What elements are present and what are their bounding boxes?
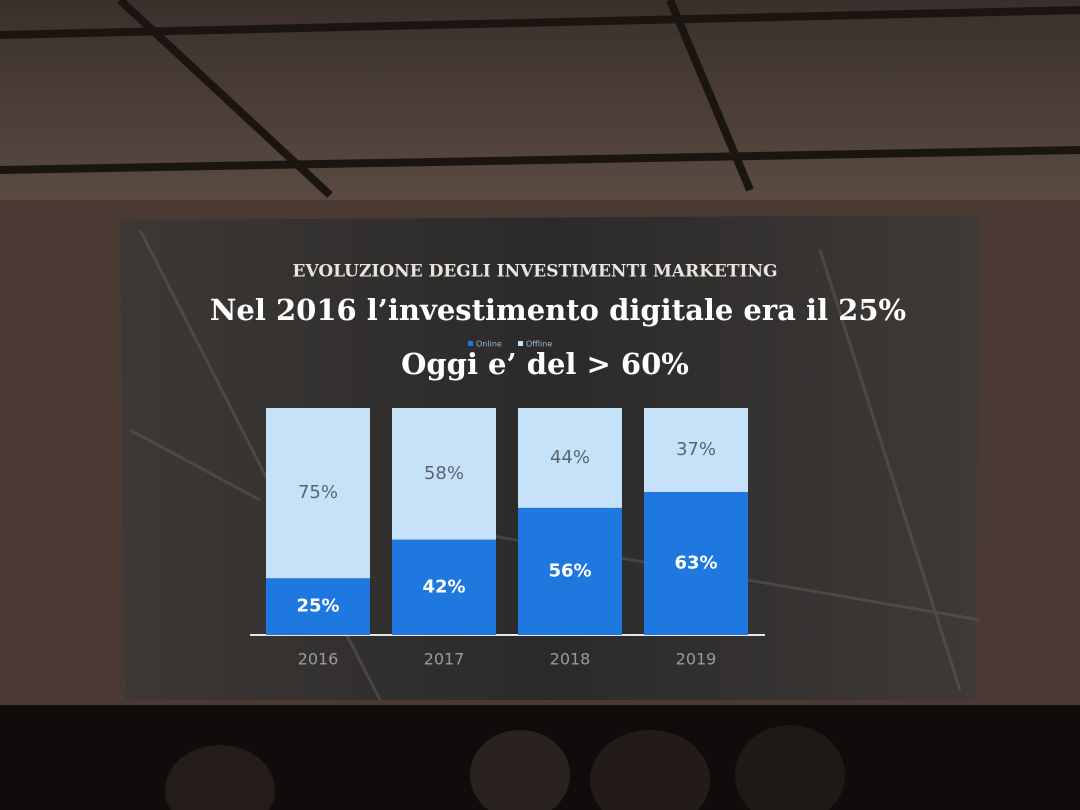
x-tick-label: 2017 (424, 650, 465, 669)
value-label: 25% (296, 596, 339, 617)
x-tick-label: 2018 (550, 650, 591, 669)
chart-subtitle: Oggi e’ del > 60% (401, 347, 689, 381)
value-label: 37% (676, 439, 716, 460)
x-tick-label: 2016 (298, 650, 339, 669)
kicker: EVOLUZIONE DEGLI INVESTIMENTI MARKETING (292, 262, 777, 282)
x-tick-label: 2019 (676, 650, 717, 669)
value-label: 63% (674, 552, 717, 573)
legend-swatch (518, 341, 523, 346)
value-label: 75% (298, 482, 338, 503)
value-label: 58% (424, 463, 464, 484)
value-label: 42% (422, 576, 465, 597)
bar-segment (644, 408, 748, 492)
value-label: 56% (548, 560, 591, 581)
slide-texture (129, 229, 981, 701)
ceiling-beams (0, 0, 1080, 198)
chart-title: Nel 2016 l’investimento digitale era il … (210, 293, 906, 327)
head (735, 725, 845, 810)
bar-segment (266, 408, 370, 579)
bar-segment (266, 578, 370, 635)
legend-label: Online (476, 340, 502, 349)
bar-segment (392, 539, 496, 635)
bar-segment (518, 408, 622, 508)
legend-label: Offline (526, 340, 552, 349)
head (470, 730, 570, 810)
value-label: 44% (550, 447, 590, 468)
bar-segment (518, 507, 622, 635)
legend-swatch (468, 341, 473, 346)
head (165, 745, 275, 810)
head (590, 730, 710, 810)
bar-segment (644, 491, 748, 635)
bar-segment (392, 408, 496, 540)
